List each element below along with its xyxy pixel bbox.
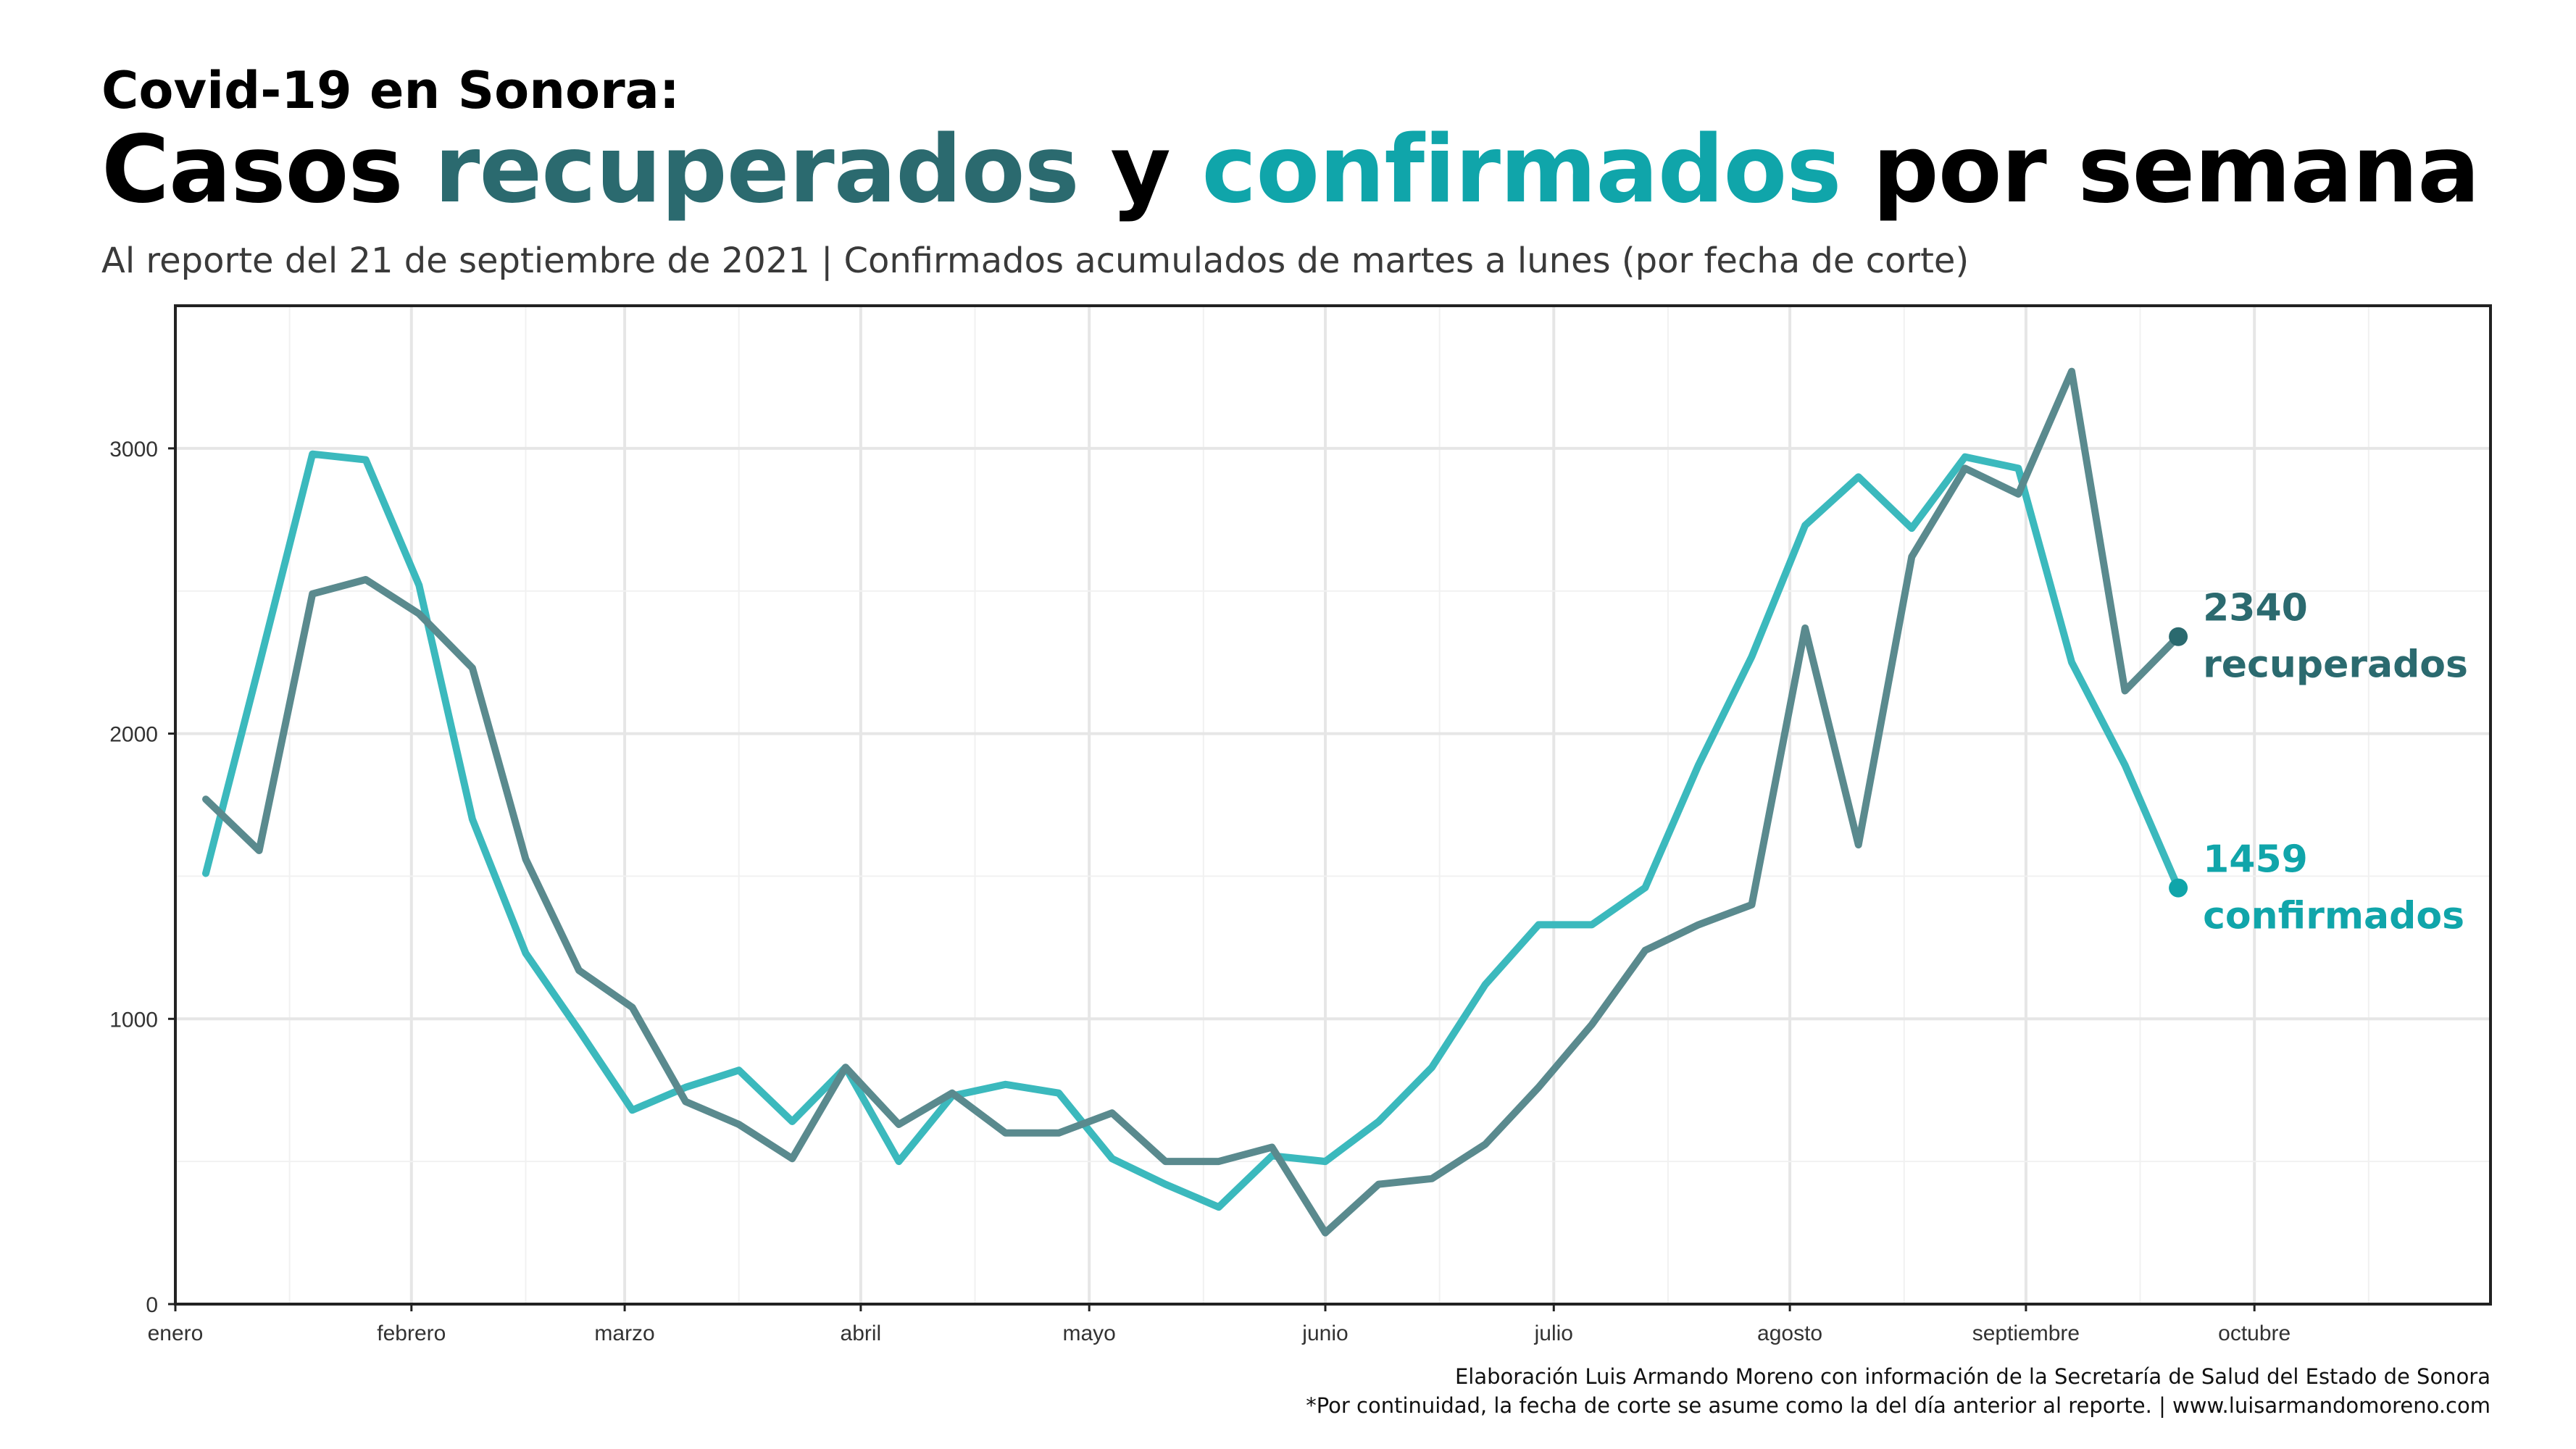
x-tick-label-abril: abril — [841, 1321, 882, 1345]
title-part-recuperados: recuperados — [434, 116, 1080, 224]
title-part-casos: Casos — [101, 116, 435, 224]
y-tick-label-3000: 3000 — [109, 438, 158, 462]
chart-title: Casos recuperados y confirmados por sema… — [101, 116, 2480, 224]
x-tick-label-febrero: febrero — [377, 1321, 446, 1345]
end-labels: 1459 confirmados 2340 recuperados — [2169, 587, 2468, 938]
y-axis-ticks: 0 1000 2000 3000 — [109, 438, 175, 1317]
x-tick-label-octubre: octubre — [2218, 1321, 2291, 1345]
caption-line-1: Elaboración Luis Armando Moreno con info… — [1454, 1364, 2490, 1389]
title-part-por-semana: por semana — [1841, 116, 2480, 224]
x-tick-label-septiembre: septiembre — [1972, 1321, 2080, 1345]
x-axis-ticks: enero febrero marzo abril mayo junio julio agos… — [148, 1304, 2291, 1345]
caption-line-2: *Por continuidad, la fecha de corte se a… — [1306, 1393, 2490, 1418]
series-line-confirmados — [202, 450, 2183, 1211]
y-tick-label-2000: 2000 — [109, 723, 158, 747]
end-point-confirmados — [2169, 878, 2188, 898]
chart-subtitle: Al reporte del 21 de septiembre de 2021 … — [101, 241, 1969, 281]
end-value-recuperados: 2340 — [2203, 587, 2308, 630]
x-tick-label-julio: julio — [1534, 1321, 1573, 1345]
chart-kicker: Covid-19 en Sonora: — [101, 61, 680, 120]
source-caption: Elaboración Luis Armando Moreno con info… — [1306, 1362, 2490, 1420]
x-tick-label-enero: enero — [148, 1321, 204, 1345]
x-tick-label-junio: junio — [1301, 1321, 1348, 1345]
series-line-recuperados — [202, 367, 2183, 1237]
y-tick-label-0: 0 — [146, 1293, 158, 1317]
end-value-confirmados: 1459 — [2203, 838, 2308, 882]
title-part-confirmados: confirmados — [1201, 116, 1841, 224]
x-tick-label-marzo: marzo — [594, 1321, 654, 1345]
x-tick-label-mayo: mayo — [1063, 1321, 1116, 1345]
end-label-confirmados: confirmados — [2203, 895, 2464, 938]
plot-background — [175, 306, 2490, 1304]
plot-frame — [174, 304, 2492, 1306]
end-point-recuperados — [2169, 627, 2188, 646]
series-lines — [202, 367, 2183, 1237]
grid-lines — [174, 306, 2490, 1306]
title-part-y: y — [1078, 116, 1202, 224]
end-label-recuperados: recuperados — [2203, 643, 2468, 687]
x-tick-label-agosto: agosto — [1757, 1321, 1822, 1345]
y-tick-label-1000: 1000 — [109, 1008, 158, 1032]
